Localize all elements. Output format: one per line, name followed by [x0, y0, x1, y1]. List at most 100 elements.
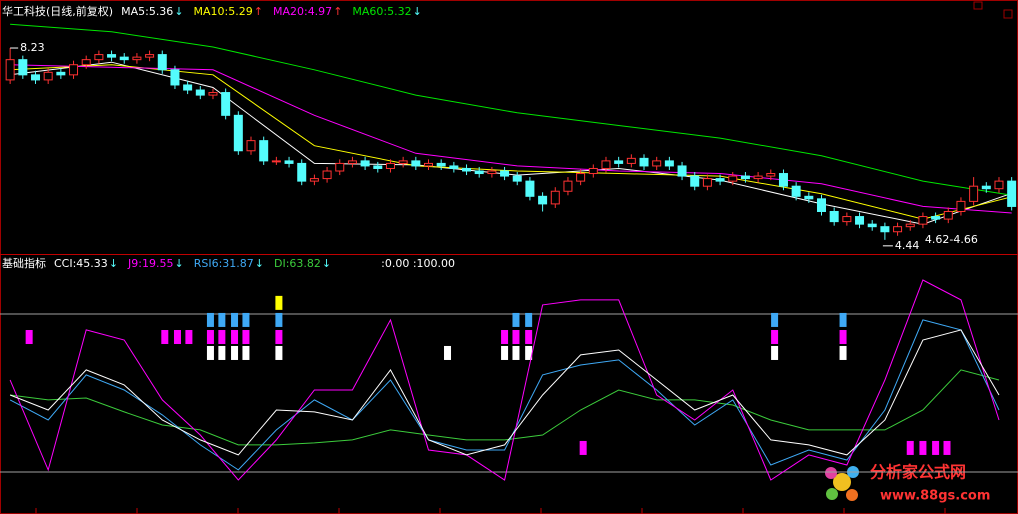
candle-body	[969, 185, 979, 202]
candle-body	[208, 92, 218, 96]
candle-body	[994, 180, 1004, 190]
series-line	[10, 369, 1000, 446]
candle-body	[740, 175, 750, 180]
candle-body	[297, 162, 307, 182]
candle-body	[766, 173, 776, 177]
candle-body	[347, 160, 357, 164]
candle-body	[170, 69, 180, 86]
window-icon	[1003, 9, 1013, 19]
signal-block	[525, 312, 533, 327]
candle-body	[905, 223, 915, 228]
signal-block	[218, 345, 226, 360]
candle-body	[487, 170, 497, 175]
candle-body	[183, 84, 193, 91]
signal-block	[512, 330, 520, 345]
candle-body	[855, 216, 865, 225]
candle-body	[5, 59, 15, 81]
candle-body	[563, 180, 573, 192]
legend-entry: MA60:5.32	[352, 5, 411, 18]
signal-block	[242, 345, 250, 360]
candle-body	[956, 200, 966, 212]
candle-body	[373, 165, 383, 169]
signal-block	[25, 330, 33, 345]
candle-body	[449, 165, 459, 169]
signal-block	[579, 440, 587, 455]
candle-body	[525, 180, 535, 197]
candle-body	[981, 185, 991, 190]
candle-body	[677, 165, 687, 177]
chart-title: 华工科技(日线,前复权)	[2, 4, 113, 18]
signal-block	[512, 312, 520, 327]
candle-body	[550, 190, 560, 205]
candle-body	[918, 216, 928, 225]
candle-body	[931, 216, 941, 220]
signal-block	[839, 312, 847, 327]
candle-body	[652, 160, 662, 167]
candle-body	[576, 173, 586, 182]
legend-arrow: ↓	[174, 5, 183, 18]
series-line	[9, 279, 1000, 481]
signal-block	[231, 345, 239, 360]
series-line	[10, 64, 1012, 220]
candle-body	[360, 160, 370, 167]
signal-block	[206, 312, 214, 327]
chart-title: 基础指标	[2, 256, 46, 270]
legend-entry: MA5:5.36	[121, 5, 173, 18]
candle-body	[829, 210, 839, 223]
candle-body	[474, 170, 484, 175]
candle-body	[132, 56, 142, 61]
legend-entry: CCI:45.33	[54, 257, 108, 270]
high-label: 8.23	[20, 41, 45, 54]
candle-body	[867, 223, 877, 228]
candle-body	[715, 178, 725, 182]
signal-block	[218, 312, 226, 327]
candle-body	[94, 54, 104, 61]
series-line	[9, 319, 1000, 471]
candle-body	[943, 210, 953, 220]
series-line	[10, 61, 1012, 225]
series-line	[9, 329, 1000, 456]
legend-arrow: ↓	[413, 5, 422, 18]
candle-body	[791, 185, 801, 197]
watermark-url: www.88gs.com	[880, 489, 990, 504]
range-label: 4.62-4.66	[925, 233, 978, 246]
legend-entry: RSI6:31.87	[194, 257, 254, 270]
signal-block	[275, 295, 283, 310]
signal-block	[161, 330, 169, 345]
legend-arrow: ↑	[333, 5, 342, 18]
series-line	[10, 23, 1012, 196]
logo-petal	[826, 488, 838, 500]
signal-block	[771, 330, 779, 345]
signal-block	[943, 440, 951, 455]
signal-block	[206, 345, 214, 360]
candle-body	[753, 175, 763, 180]
logo-petal	[825, 467, 837, 479]
signal-block	[242, 312, 250, 327]
candle-body	[614, 160, 624, 164]
candle-body	[259, 140, 269, 162]
candle-body	[500, 170, 510, 177]
candle-body	[322, 170, 332, 180]
legend-entry: MA20:4.97	[273, 5, 332, 18]
candle-body	[18, 59, 28, 76]
candle-body	[816, 198, 826, 212]
legend-arrow: ↓	[174, 257, 183, 270]
legend-arrow: ↓	[322, 257, 331, 270]
signal-block	[525, 345, 533, 360]
candle-body	[119, 56, 129, 61]
signal-block	[275, 330, 283, 345]
candle-body	[728, 175, 738, 182]
candle-body	[538, 195, 548, 205]
candle-body	[880, 226, 890, 233]
signal-block	[444, 345, 452, 360]
signal-block	[231, 330, 239, 345]
candle-body	[246, 140, 256, 152]
candle-body	[436, 162, 446, 167]
reference-label: :0.00 :100.00	[381, 257, 455, 270]
candle-body	[664, 160, 674, 167]
signal-block	[242, 330, 250, 345]
candle-body	[157, 54, 167, 71]
candle-body	[423, 162, 433, 167]
legend-arrow: ↓	[109, 257, 118, 270]
logo-petal	[833, 473, 851, 491]
